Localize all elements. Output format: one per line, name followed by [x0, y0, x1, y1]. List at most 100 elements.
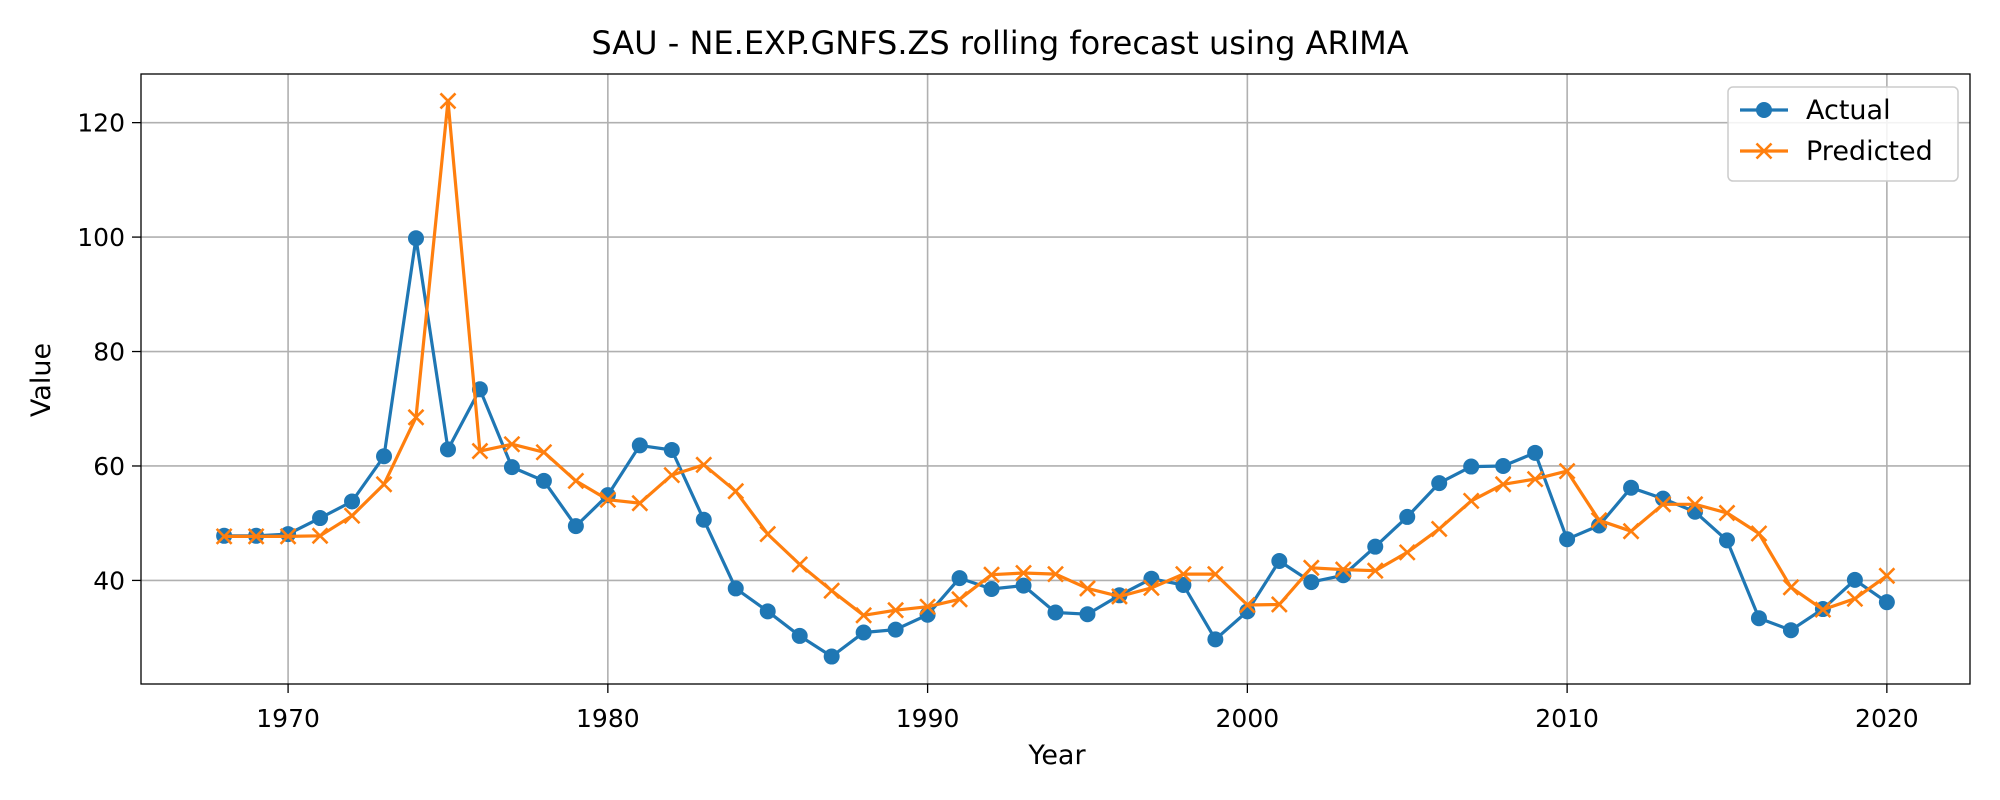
actual-point	[951, 570, 968, 587]
predicted-point	[1015, 564, 1032, 582]
actual-point	[855, 624, 872, 641]
actual-point	[439, 441, 456, 458]
actual-point	[1431, 475, 1448, 492]
predicted-point	[1206, 565, 1224, 583]
y-tick-label: 100	[77, 223, 125, 252]
actual-point	[1463, 458, 1480, 475]
legend-marker-actual	[1756, 102, 1772, 118]
actual-point	[887, 621, 904, 638]
actual-point	[1718, 532, 1735, 549]
predicted-point	[1590, 511, 1608, 529]
actual-point	[759, 603, 776, 620]
predicted-point	[1366, 562, 1384, 580]
actual-point	[791, 627, 808, 644]
predicted-point	[887, 601, 905, 619]
predicted-point	[983, 566, 1000, 584]
predicted-point	[1462, 492, 1480, 510]
y-tick-label: 80	[93, 338, 125, 367]
legend: Actual Predicted	[1727, 86, 1959, 182]
predicted-point	[1654, 495, 1672, 513]
predicted-point	[279, 527, 297, 545]
series-layer	[215, 92, 1896, 665]
predicted-point	[1270, 596, 1288, 613]
predicted-point	[951, 590, 968, 608]
predicted-point	[407, 408, 425, 426]
predicted-point	[1174, 565, 1192, 583]
actual-point	[503, 459, 520, 476]
predicted-point	[375, 475, 393, 493]
actual-point	[344, 493, 361, 510]
y-tick-label: 40	[93, 566, 125, 595]
predicted-point	[727, 482, 745, 500]
x-axis-label: Year	[1027, 740, 1086, 771]
predicted-point	[1814, 601, 1832, 619]
predicted-point	[215, 527, 233, 545]
predicted-point	[823, 582, 841, 600]
x-tick-label: 1970	[256, 704, 320, 733]
y-tick-label: 120	[77, 109, 125, 138]
predicted-point	[791, 555, 809, 573]
predicted-point	[1238, 596, 1256, 614]
actual-point	[983, 581, 1000, 598]
x-tick-label: 2020	[1855, 704, 1919, 733]
plot-frame	[140, 73, 1971, 685]
predicted-point	[631, 494, 649, 512]
predicted-point	[1111, 588, 1128, 605]
chart-title: SAU - NE.EXP.GNFS.ZS rolling forecast us…	[591, 24, 1408, 62]
predicted-point	[1430, 520, 1448, 538]
actual-point	[1655, 490, 1672, 507]
actual-point	[312, 510, 329, 527]
y-tick-label: 60	[93, 452, 125, 481]
actual-point	[280, 526, 297, 543]
predicted-point	[1878, 567, 1896, 585]
predicted-point	[503, 435, 521, 453]
x-tick-label: 1980	[576, 704, 640, 733]
predicted-point	[567, 472, 585, 490]
actual-point	[1175, 577, 1192, 594]
predicted-point	[759, 525, 777, 543]
actual-point	[1527, 444, 1544, 461]
predicted-point	[663, 466, 681, 484]
legend-item-predicted: Predicted	[1740, 136, 1933, 167]
predicted-point	[343, 507, 361, 525]
predicted-point	[1302, 559, 1320, 577]
actual-point	[1750, 610, 1767, 627]
actual-point	[727, 580, 744, 597]
predicted-point	[695, 456, 713, 474]
predicted-point	[1622, 522, 1640, 540]
axis-ticks: 1970 1980 1990 2000 2010 2020 40 60 80 100 120	[77, 109, 1918, 733]
predicted-point	[1750, 525, 1768, 542]
predicted-point	[919, 598, 937, 616]
predicted-point	[1494, 475, 1512, 493]
actual-point	[919, 606, 936, 623]
predicted-point	[1047, 565, 1064, 583]
predicted-point	[535, 443, 553, 461]
actual-point	[1782, 622, 1799, 639]
actual-point	[1495, 457, 1512, 474]
actual-point	[1399, 508, 1416, 525]
actual-point	[535, 472, 552, 489]
actual-point	[1559, 531, 1576, 548]
predicted-point	[471, 442, 489, 460]
legend-label-predicted: Predicted	[1806, 136, 1933, 167]
predicted-point	[1079, 580, 1096, 597]
predicted-point	[1526, 470, 1544, 488]
x-tick-label: 2010	[1535, 704, 1599, 733]
legend-marker-predicted	[1755, 142, 1773, 160]
predicted-point	[1558, 462, 1576, 480]
actual-point	[695, 511, 712, 528]
actual-point	[407, 230, 424, 247]
actual-point	[1303, 574, 1320, 591]
actual-point	[1047, 604, 1064, 621]
actual-point	[1846, 571, 1863, 588]
actual-point	[663, 441, 680, 458]
actual-point	[567, 518, 584, 535]
predicted-point	[1334, 561, 1352, 578]
predicted-point	[247, 527, 265, 545]
actual-point	[1079, 606, 1096, 623]
actual-point	[1878, 594, 1895, 611]
predicted-point	[439, 92, 457, 110]
actual-point	[376, 448, 393, 465]
predicted-point	[1686, 495, 1704, 513]
